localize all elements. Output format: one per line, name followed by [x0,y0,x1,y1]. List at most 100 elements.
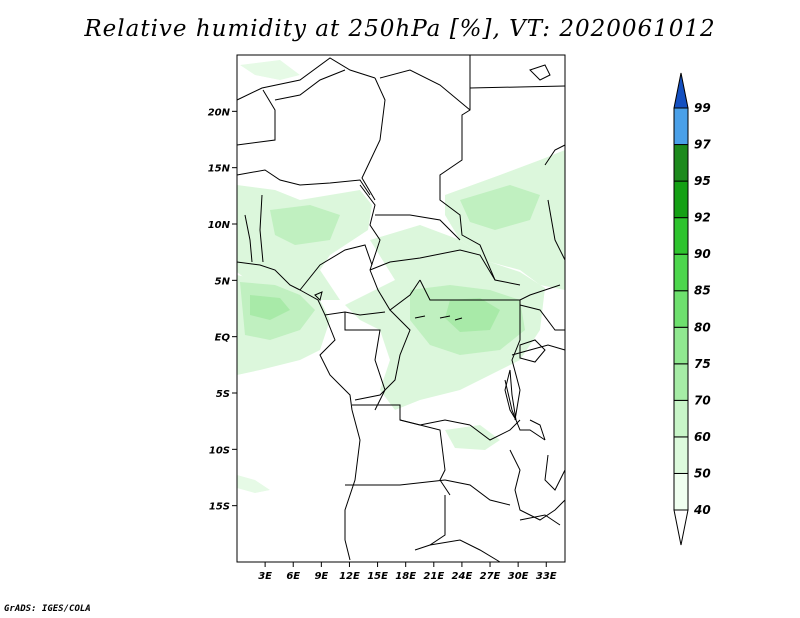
boundary-line [399,419,471,426]
colorbar-box [673,107,689,146]
humidity-region-mid3 [270,205,340,245]
lon-tick-label: 12E [339,571,360,582]
lake-outline [504,369,517,421]
boundary-line [544,144,566,166]
colorbar-label: 75 [694,357,711,371]
boundary-line [352,404,451,496]
humidity-region-mid4 [460,185,540,230]
humidity-field [237,60,565,493]
colorbar-label: 92 [694,211,711,225]
lon-tick-label: 18E [395,571,416,582]
colorbar-box [673,399,689,438]
lake-outline [414,315,463,321]
lat-tick-label: 10S [209,445,230,456]
country-boundaries [236,55,566,563]
boundary-line [359,184,381,271]
boundary-line [259,194,264,263]
lat-tick-label: 15N [208,164,231,175]
lon-tick-label: 21E [423,571,444,582]
lat-tick-label: EQ [215,333,231,344]
colorbar-low-triangle [673,509,689,546]
colorbar: 40 50 60 70 75 80 85 90 92 95 97 99 [673,72,711,546]
humidity-region-south [445,425,500,450]
colorbar-box [673,253,689,292]
boundary-line [244,214,253,263]
boundary-line [414,495,446,551]
colorbar-label: 90 [694,247,711,261]
colorbar-box [673,326,689,365]
latitude-axis: 20N 15N 10N 5N EQ 5S 10S 15S [208,107,237,513]
longitude-axis: 3E 6E 9E 12E 15E 18E 21E 24E 27E 30E 33E [258,562,557,582]
lon-tick-label: 6E [286,571,300,582]
boundary-line [236,169,371,196]
boundary-line [469,419,521,441]
colorbar-box [673,363,689,401]
grads-credit: GrADS: IGES/COLA [4,604,91,614]
boundary-line [511,300,521,421]
colorbar-label: 95 [694,174,711,188]
colorbar-box [673,144,689,182]
boundary-line [379,69,471,111]
boundary-line [375,214,461,241]
boundary-line [469,85,566,89]
colorbar-label: 60 [694,430,711,444]
humidity-region-sw [237,475,270,493]
lat-tick-label: 20N [208,107,231,118]
lon-tick-label: 9E [314,571,328,582]
boundary-line [344,312,386,411]
lat-tick-label: 15S [209,502,230,513]
colorbar-label: 50 [694,466,711,480]
map-title: Relative humidity at 250hPa [%], VT: 202… [84,16,716,42]
boundary-line [274,69,346,101]
boundary-line [345,479,446,486]
lon-tick-label: 30E [508,571,529,582]
colorbar-box [673,180,689,219]
colorbar-label: 99 [694,101,711,115]
lat-tick-label: 5N [215,276,231,287]
humidity-region-high2 [445,298,500,332]
boundary-line [504,379,546,441]
boundary-line [544,454,566,491]
lake-outline [314,291,323,301]
lon-tick-label: 24E [452,571,473,582]
colorbar-label: 85 [694,284,711,298]
colorbar-box [673,290,689,328]
colorbar-box [673,472,689,511]
boundary-line [509,449,566,521]
lake-outline [529,419,546,441]
boundary-line [361,77,386,201]
lat-tick-label: 10N [208,220,231,231]
boundary-line [511,344,566,356]
boundary-line [299,244,373,291]
boundary-line [236,89,276,146]
colorbar-label: 70 [694,393,711,407]
humidity-region-high1 [250,295,290,320]
boundary-line [236,57,376,101]
boundary-line [369,249,496,281]
colorbar-label: 40 [693,503,711,517]
lon-tick-label: 15E [367,571,388,582]
boundary-line [299,289,386,316]
boundary-line [354,309,411,401]
lon-tick-label: 27E [480,571,501,582]
boundary-line [444,479,511,506]
boundary-line [547,199,566,261]
boundary-line [236,261,301,291]
plot-frame [236,54,566,563]
lake-outline [519,339,546,363]
lon-tick-label: 33E [536,571,557,582]
colorbar-box [673,217,689,255]
boundary-line [429,539,501,563]
boundary-line [319,314,353,411]
lon-tick-label: 3E [258,571,272,582]
colorbar-label: 80 [694,320,711,334]
boundary-line [439,55,521,286]
island-outline [529,64,551,81]
humidity-region-nw [240,60,300,80]
lat-tick-label: 5S [216,389,230,400]
colorbar-high-triangle [673,72,689,109]
boundary-line [519,304,565,331]
colorbar-label: 97 [694,138,711,152]
colorbar-box [673,436,689,474]
